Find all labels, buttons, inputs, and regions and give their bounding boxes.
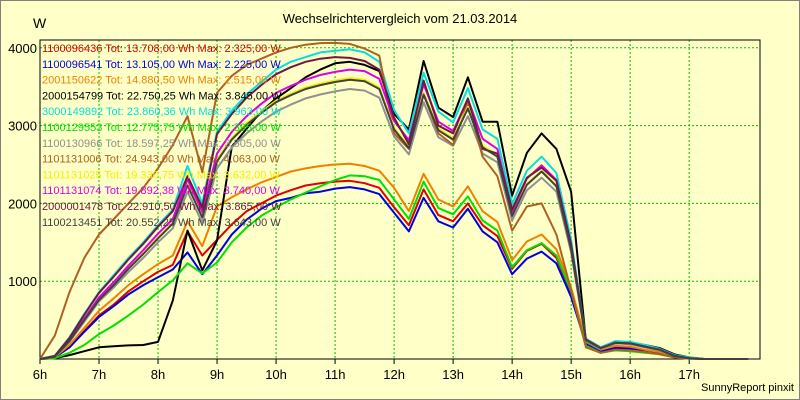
legend-entry-8: 1101131006 Tot: 24.943,00 Wh Max: 4.063,… — [42, 154, 281, 166]
x-tick-label: 9h — [210, 367, 224, 382]
x-tick-label: 14h — [501, 367, 523, 382]
x-tick-label: 7h — [92, 367, 106, 382]
tick-labels: 6h 7h 8h 9h 10h 11h 12h 13h 14h 15h 16h 17h 1000 2000… — [8, 41, 700, 382]
series-line-3 — [39, 162, 749, 360]
legend-entry-10: 1101131074 Tot: 19.892,38 Wh Max: 3.740,… — [42, 185, 281, 197]
legend-entry-2: 1100096541 Tot: 13.105,00 Wh Max: 2.225,… — [42, 59, 281, 71]
y-axis-unit-label: W — [33, 15, 47, 31]
plot-border — [39, 39, 761, 360]
x-tick-label: 15h — [560, 367, 582, 382]
y-tick-label: 4000 — [8, 41, 37, 56]
legend-entry-7: 1100130966 Tot: 18.597,25 Wh Max: 3.505,… — [42, 138, 281, 150]
series-lines — [39, 41, 749, 360]
y-tick-label: 3000 — [8, 119, 37, 134]
x-tick-label: 12h — [383, 367, 405, 382]
legend-entry-3: 2001150622 Tot: 14.880,50 Wh Max: 2.515,… — [42, 75, 281, 87]
series-line-2 — [39, 186, 749, 360]
series-line-12 — [39, 78, 749, 360]
legend-entry-1: 1100096436 Tot: 13.708,00 Wh Max: 2.325,… — [42, 43, 281, 55]
legend-entry-9: 1101131025 Tot: 19.330,75 Wh Max: 3.632,… — [42, 169, 281, 181]
grid-lines — [40, 40, 760, 359]
x-tick-label: 11h — [325, 367, 346, 382]
y-tick-label: 2000 — [8, 196, 37, 211]
x-tick-label: 17h — [678, 367, 700, 382]
x-tick-label: 10h — [265, 367, 287, 382]
x-tick-label: 16h — [619, 367, 641, 382]
legend-entry-11: 2000001478 Tot: 22.910,50 Wh Max: 3.865,… — [42, 201, 282, 213]
legend: 1100096436 Tot: 13.708,00 Wh Max: 2.325,… — [42, 43, 282, 229]
x-tick-label: 8h — [151, 367, 165, 382]
legend-entry-12: 1100213451 Tot: 20.552,25 Wh Max: 3.643,… — [42, 217, 281, 229]
credit-text: SunnyReport pinxit — [701, 382, 794, 394]
y-tick-label: 1000 — [8, 274, 37, 289]
series-line-5 — [39, 48, 749, 360]
legend-entry-4: 2000154799 Tot: 22.750,25 Wh Max: 3.845,… — [42, 90, 282, 102]
legend-entry-6: 1100129553 Tot: 12.775,75 Wh Max: 2.395,… — [42, 122, 281, 134]
chart-title: Wechselrichtervergleich vom 21.03.2014 — [282, 11, 518, 26]
legend-entry-5: 3000149892 Tot: 23.860,36 Wh Max: 3.963,… — [42, 106, 282, 118]
axes — [39, 39, 761, 364]
x-tick-label: 13h — [442, 367, 464, 382]
series-line-8 — [39, 41, 749, 360]
x-tick-label: 6h — [33, 367, 47, 382]
